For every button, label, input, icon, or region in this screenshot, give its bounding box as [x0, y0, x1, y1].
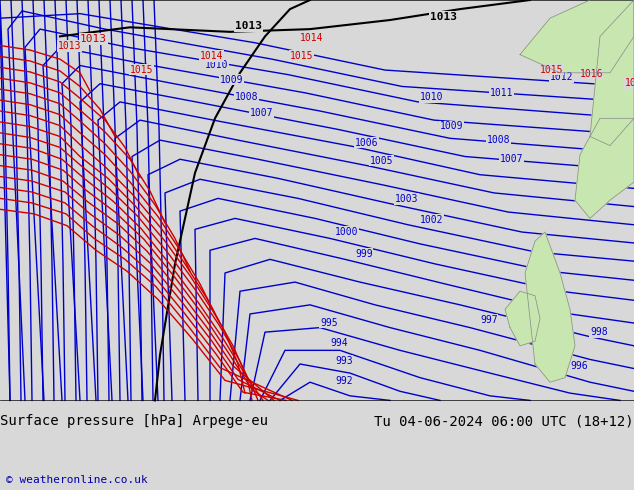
Polygon shape [505, 291, 540, 346]
Text: 1008: 1008 [487, 135, 510, 145]
Text: 1014: 1014 [300, 33, 323, 43]
Text: 1007: 1007 [500, 154, 524, 164]
Polygon shape [590, 0, 634, 146]
Text: 1003: 1003 [395, 194, 418, 204]
Polygon shape [520, 0, 634, 73]
Text: 1008: 1008 [235, 92, 259, 102]
Text: 1002: 1002 [420, 215, 444, 225]
Text: 1015: 1015 [130, 65, 153, 75]
Text: 1000: 1000 [335, 227, 358, 237]
Text: 1007: 1007 [250, 108, 273, 119]
Text: 1011: 1011 [290, 51, 313, 61]
Text: 1011: 1011 [490, 88, 514, 98]
Text: 1009: 1009 [220, 75, 243, 85]
Text: 1016: 1016 [580, 70, 604, 79]
Text: 1010: 1010 [205, 60, 228, 70]
Text: 998: 998 [590, 327, 607, 337]
Text: 1009: 1009 [440, 121, 463, 131]
Text: 1015: 1015 [290, 51, 313, 61]
Text: 995: 995 [320, 318, 338, 328]
Text: 1010: 1010 [420, 92, 444, 102]
Text: 999: 999 [355, 248, 373, 259]
Text: 1012: 1012 [550, 72, 574, 82]
Text: 1015: 1015 [540, 65, 564, 75]
Text: 992: 992 [335, 376, 353, 386]
Text: 993: 993 [335, 356, 353, 366]
Text: 997: 997 [480, 315, 498, 325]
Polygon shape [540, 291, 565, 337]
Text: 1014: 1014 [200, 51, 224, 61]
Text: 1013: 1013 [58, 41, 82, 51]
Text: 1005: 1005 [370, 156, 394, 166]
Text: 1013: 1013 [430, 12, 457, 22]
Text: 996: 996 [570, 361, 588, 370]
Text: 1016: 1016 [625, 78, 634, 89]
Polygon shape [575, 118, 634, 219]
Text: 1013: 1013 [235, 21, 262, 31]
Polygon shape [525, 232, 575, 382]
Text: 1006: 1006 [355, 138, 378, 147]
Text: Tu 04-06-2024 06:00 UTC (18+12): Tu 04-06-2024 06:00 UTC (18+12) [374, 414, 634, 428]
Text: Surface pressure [hPa] Arpege-eu: Surface pressure [hPa] Arpege-eu [0, 414, 268, 428]
Text: © weatheronline.co.uk: © weatheronline.co.uk [6, 475, 148, 485]
Text: 1013: 1013 [80, 34, 107, 44]
Text: 994: 994 [330, 338, 347, 348]
